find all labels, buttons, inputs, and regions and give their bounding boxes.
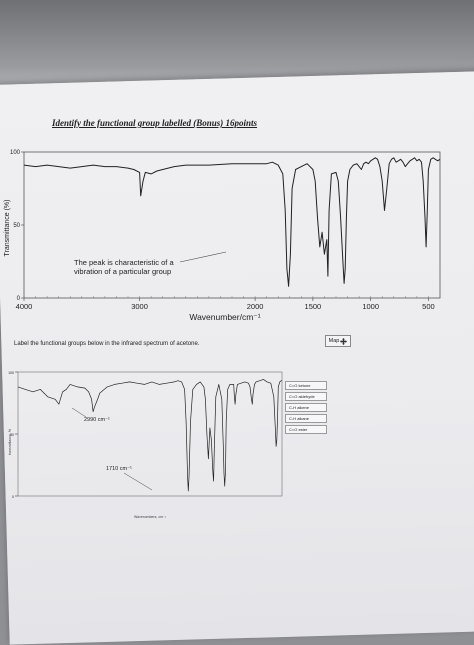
map-button[interactable]: Map — [325, 335, 351, 347]
chart2-y-tick-label: 50 — [10, 433, 14, 437]
chart1-x-tick-label: 2000 — [247, 302, 264, 311]
annotation-text-line2: vibration of a particular group — [74, 267, 171, 276]
chart1-x-tick-label: 3000 — [131, 302, 148, 311]
chart1-x-tick-label: 4000 — [16, 302, 33, 311]
question-title: Identify the functional group labelled (… — [52, 118, 258, 128]
answer-chip[interactable]: C=O ketone — [285, 381, 327, 390]
peak-pointer-1710 — [123, 472, 153, 491]
answer-chip[interactable]: C-H alkane — [285, 414, 327, 423]
chart1-y-tick-label: 50 — [13, 223, 20, 229]
chart1-x-tick-label: 1000 — [362, 302, 379, 311]
peak-label-2990: 2990 cm⁻¹ — [84, 417, 110, 423]
answer-options: C=O ketone C=O aldehyde C-H alkene C-H a… — [285, 381, 327, 434]
chart1-y-tick-label: 100 — [10, 150, 21, 156]
chart1-ylabel: Transmittance (%) — [4, 200, 11, 257]
chart2-plot-frame — [17, 371, 283, 497]
answer-chip[interactable]: C=O aldehyde — [285, 392, 327, 401]
chart1-y-tick-label: 0 — [17, 296, 21, 302]
peak-label-1710: 1710 cm⁻¹ — [106, 466, 132, 472]
answer-chip[interactable]: C-H alkene — [285, 403, 327, 412]
move-arrows-icon — [340, 337, 348, 345]
annotation-text-line1: The peak is characteristic of a — [74, 258, 174, 267]
chart2-series-line-0 — [17, 379, 282, 492]
chart2-y-tick-label: 0 — [12, 495, 14, 499]
ir-spectrum-chart-1: 4000 3000 2000 1500 1000 500 0 50 100 The peak i… — [4, 150, 441, 322]
answer-chip[interactable]: C=O ester — [285, 425, 327, 434]
annotation-pointer — [179, 251, 227, 263]
peak-pointer-2990 — [71, 407, 87, 418]
chart2-xlabel: Wavenumbers, cm⁻¹ — [134, 515, 167, 519]
chart1-x-tick-label: 500 — [422, 302, 435, 311]
chart1-series-line-0 — [23, 157, 441, 287]
map-button-label: Map — [328, 338, 340, 344]
question2-instruction: Label the functional groups below in the… — [14, 341, 200, 347]
ir-spectrum-chart-2: 0 50 100 2990 cm⁻¹ 1710 cm⁻¹ Wavenumbers, … — [8, 371, 283, 519]
chart1-x-tick-label: 1500 — [305, 302, 322, 311]
chart1-xlabel: Wavenumber/cm⁻¹ — [189, 312, 260, 322]
chart2-ylabel: transmittance, % — [8, 429, 12, 455]
chart2-y-tick-label: 100 — [8, 371, 14, 375]
